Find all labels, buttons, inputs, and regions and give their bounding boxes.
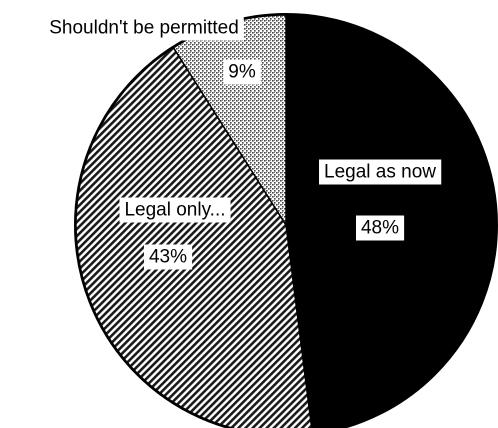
slice-label-legal-as-now-bg bbox=[319, 159, 442, 185]
slice-label-shouldn-t-be-permitted-bg bbox=[44, 15, 244, 41]
slice-value-legal-only: 43% bbox=[143, 244, 193, 270]
slice-value-legal-as-now-text: 48% bbox=[361, 218, 399, 239]
slice-label-shouldn-t-be-permitted-text: Shouldn't be permitted bbox=[49, 18, 239, 39]
pie-labels: Legal as now 48% Legal only... 43% Shouldn't… bbox=[44, 15, 442, 270]
slice-label-legal-as-now-text: Legal as now bbox=[324, 162, 436, 183]
slice-value-shouldn-t-be-permitted-bg bbox=[223, 59, 261, 85]
slice-label-shouldn-t-be-permitted: Shouldn't be permitted bbox=[44, 15, 244, 41]
slice-value-legal-as-now-bg bbox=[355, 215, 405, 241]
slice-label-legal-only-text: Legal only... bbox=[124, 200, 225, 221]
slice-value-legal-only-bg bbox=[143, 244, 193, 270]
slice-value-shouldn-t-be-permitted: 9% bbox=[223, 59, 261, 85]
pie-slice-legal-only bbox=[75, 46, 313, 428]
slice-value-legal-only-text: 43% bbox=[149, 247, 187, 268]
slice-label-legal-only-bg bbox=[119, 197, 231, 223]
pie-outline bbox=[74, 13, 498, 428]
slice-value-shouldn-t-be-permitted-text: 9% bbox=[228, 62, 256, 83]
slice-label-legal-only: Legal only... bbox=[119, 197, 231, 223]
slice-value-legal-as-now: 48% bbox=[355, 215, 405, 241]
slice-label-legal-as-now: Legal as now bbox=[319, 159, 442, 185]
